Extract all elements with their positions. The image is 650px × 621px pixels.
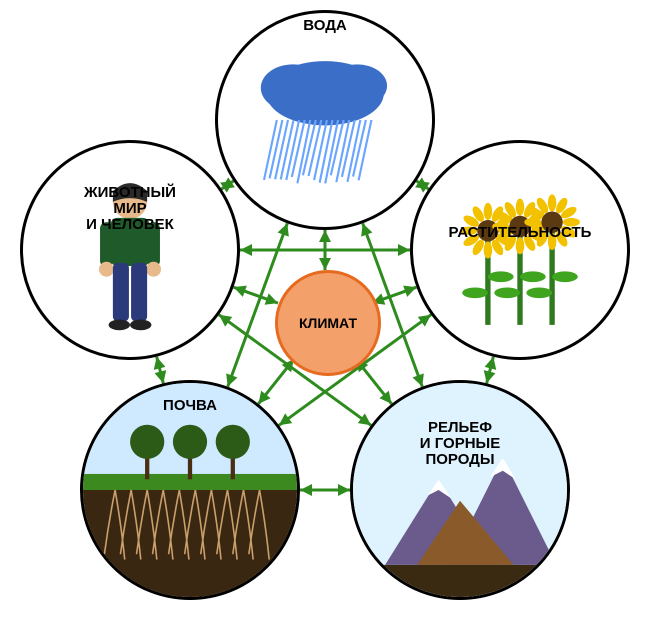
node-relief bbox=[350, 380, 570, 600]
node-plants bbox=[410, 140, 630, 360]
mountains-icon bbox=[353, 383, 567, 597]
center-node-climate: КЛИМАТ bbox=[275, 270, 381, 376]
man-icon bbox=[23, 143, 237, 357]
label-water: ВОДА bbox=[205, 18, 445, 34]
rain-icon bbox=[218, 13, 432, 227]
label-fauna: ЖИВОТНЫЙ МИР И ЧЕЛОВЕК bbox=[10, 185, 250, 232]
label-plants: РАСТИТЕЛЬНОСТЬ bbox=[400, 225, 640, 241]
label-soil: ПОЧВА bbox=[70, 398, 310, 414]
center-label: КЛИМАТ bbox=[299, 315, 357, 331]
label-relief: РЕЛЬЕФ И ГОРНЫЕ ПОРОДЫ bbox=[340, 420, 580, 467]
diagram-stage: { "diagram": { "type": "network", "canva… bbox=[0, 0, 650, 621]
sunflowers-icon bbox=[413, 143, 627, 357]
soil-icon bbox=[83, 383, 297, 597]
node-fauna bbox=[20, 140, 240, 360]
